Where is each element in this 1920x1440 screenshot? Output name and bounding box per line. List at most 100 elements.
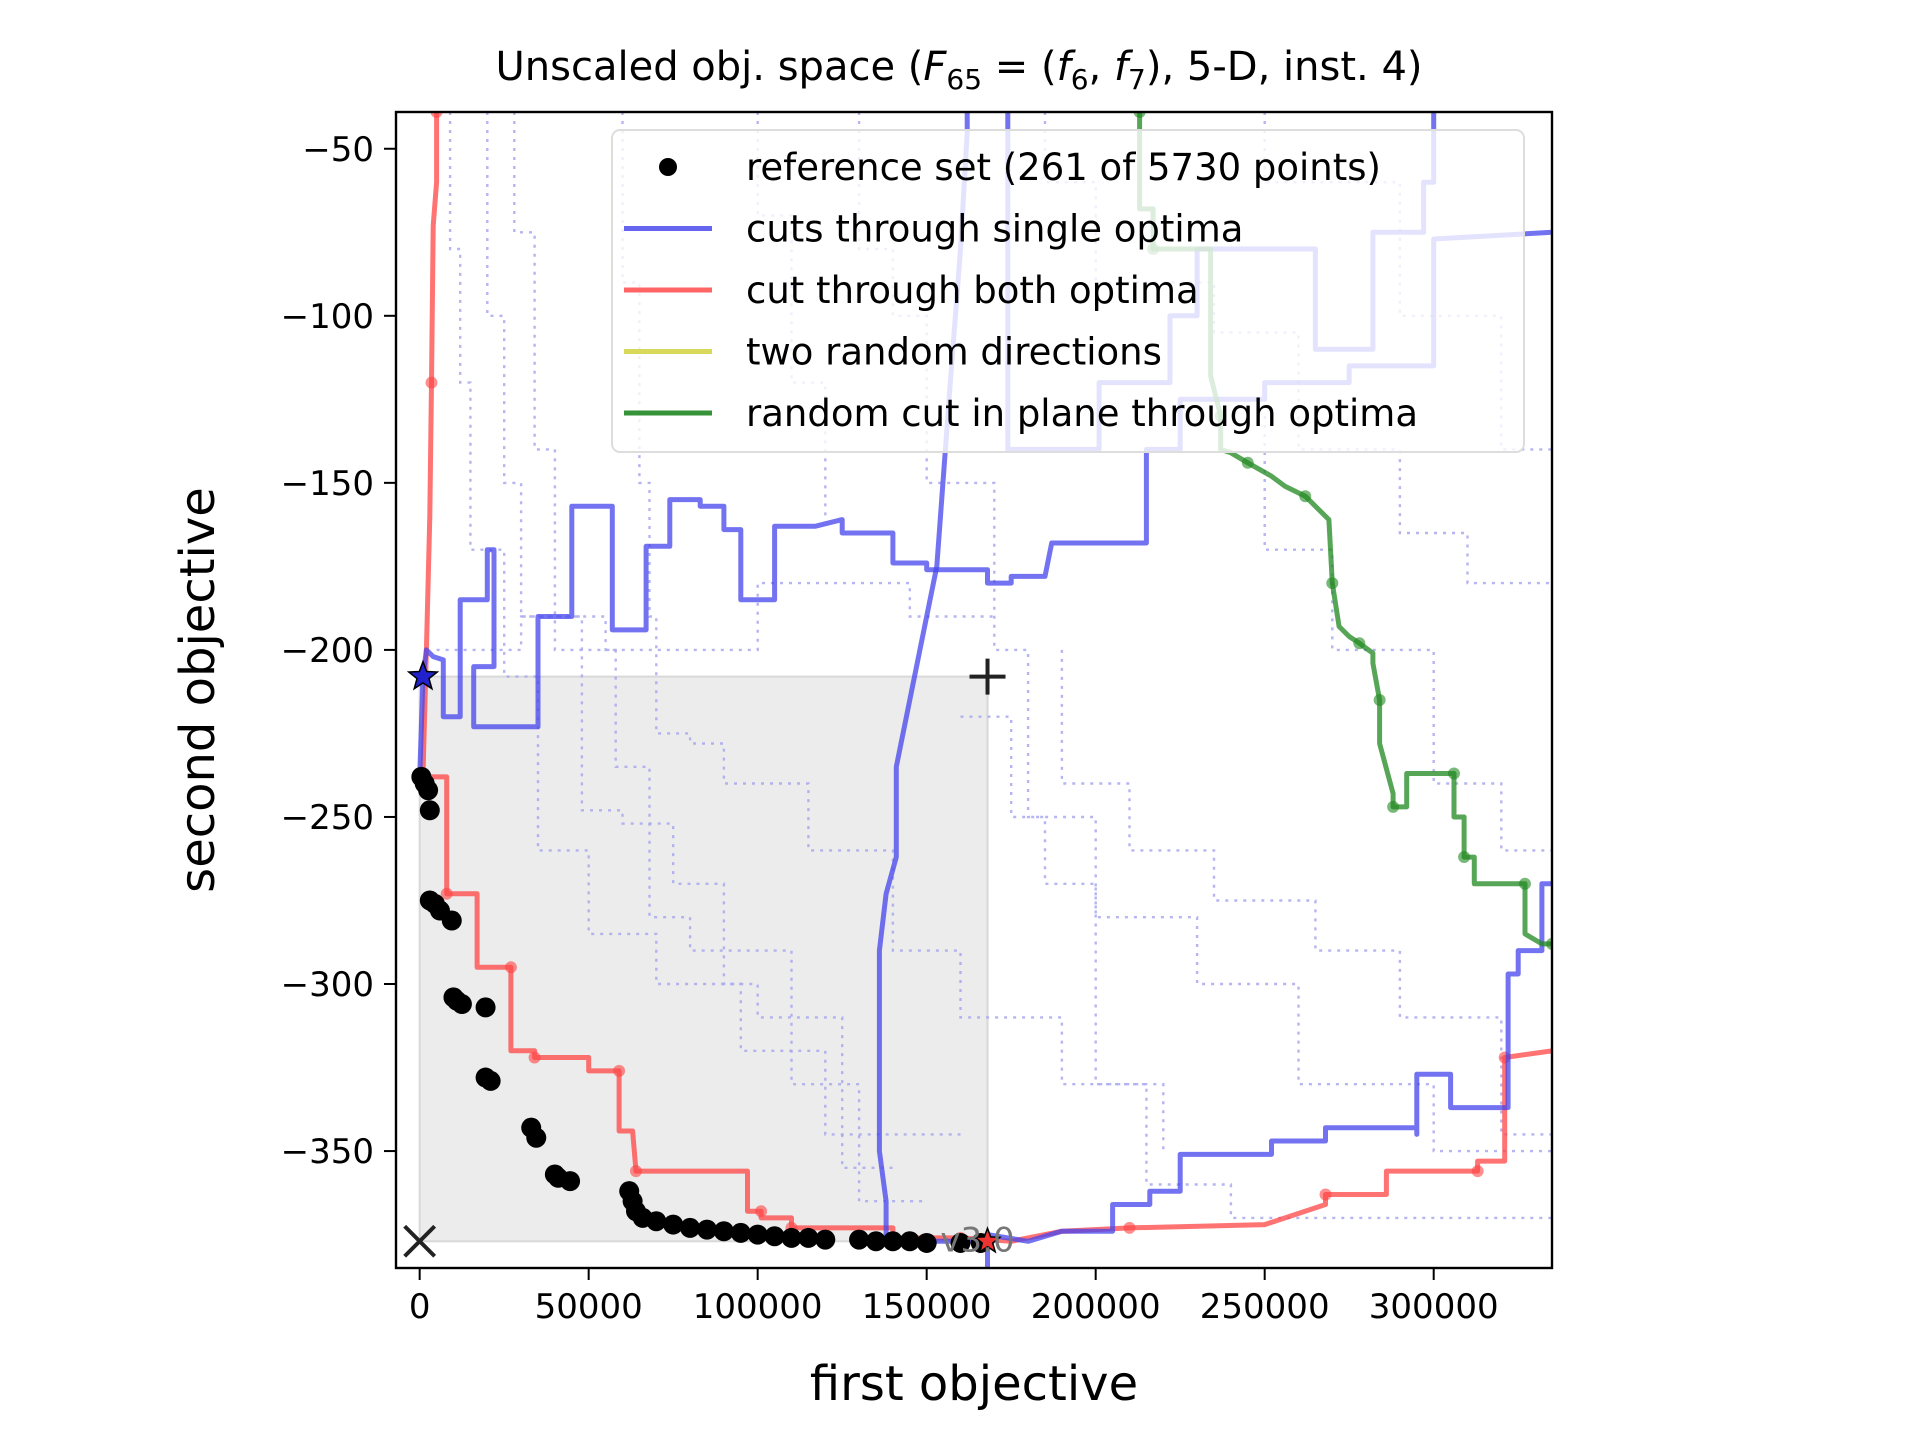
- reference-point-11: [475, 997, 496, 1018]
- x-axis: 0 50000 100000 150000 200000 250000 300000: [409, 1268, 1499, 1327]
- reference-point-25: [680, 1217, 701, 1238]
- dominated-region: [418, 675, 989, 1243]
- series-point-both-0-9: [440, 887, 453, 900]
- series-line-single-2: [985, 881, 1552, 1268]
- reference-point-33: [815, 1229, 836, 1250]
- series-point-both-0-39: [1471, 1165, 1484, 1178]
- reference-point-35: [865, 1231, 886, 1252]
- x-tick-label-2: 100000: [693, 1287, 823, 1327]
- title-f2-sub: 7: [1128, 63, 1146, 96]
- y-tick-label-3: −200: [281, 631, 374, 671]
- title-f: F: [923, 44, 947, 90]
- x-axis-label: first objective: [810, 1356, 1138, 1412]
- dotted-cut-2: [486, 112, 893, 1170]
- legend-label-4: random cut in plane through optima: [746, 392, 1418, 435]
- series-point-plane-5-30: [1458, 851, 1471, 864]
- y-tick-label-4: −250: [281, 798, 374, 838]
- series-point-both-0-24: [755, 1205, 768, 1218]
- title-f-sub: 65: [946, 63, 982, 96]
- series-point-plane-5-12: [1299, 490, 1312, 503]
- reference-point-15: [526, 1127, 547, 1148]
- reference-point-26: [696, 1219, 717, 1240]
- reference-point-31: [781, 1227, 802, 1248]
- reference-point-3: [419, 800, 440, 821]
- axes-frame: [394, 110, 1554, 1270]
- reference-point-23: [646, 1211, 667, 1232]
- reference-point-10: [451, 994, 472, 1015]
- reference-point-13: [480, 1070, 501, 1091]
- series-point-plane-5-27: [1447, 767, 1460, 780]
- series-point-both-0-36: [1319, 1188, 1332, 1201]
- legend-marker-0: [659, 158, 677, 176]
- series-point-both-0-15: [528, 1051, 541, 1064]
- reference-point-32: [798, 1227, 819, 1248]
- dotted-cut-6: [1263, 416, 1552, 852]
- title-f1-sub: 6: [1071, 63, 1089, 96]
- reference-point-27: [713, 1221, 734, 1242]
- chart-title: Unscaled obj. space (F65 = (f6, f7), 5-D…: [496, 44, 1423, 96]
- title-eq: = (: [982, 44, 1057, 90]
- reference-point-34: [849, 1229, 870, 1250]
- series-point-plane-5-21: [1373, 694, 1386, 707]
- dotted-cut-9: [436, 581, 995, 652]
- series-point-plane-5-24: [1387, 800, 1400, 813]
- series-point-plane-5-9: [1241, 456, 1254, 469]
- legend-label-2: cut through both optima: [746, 269, 1199, 312]
- reference-point-24: [663, 1214, 684, 1235]
- reference-point-18: [560, 1171, 581, 1192]
- legend-box: [611, 129, 1525, 453]
- series-line-single-1: [417, 229, 1552, 777]
- series-point-plane-5-18: [1353, 637, 1366, 650]
- series-point-plane-5-36: [1546, 937, 1552, 950]
- title-comma: ,: [1089, 44, 1114, 90]
- x-tick-label-0: 0: [409, 1287, 431, 1327]
- x-tick-label-5: 250000: [1200, 1287, 1330, 1327]
- y-tick-label-5: −300: [281, 965, 374, 1005]
- x-tick-label-3: 150000: [862, 1287, 992, 1327]
- legend-label-3: two random directions: [746, 331, 1162, 374]
- reference-point-37: [899, 1231, 920, 1252]
- reference-point-29: [747, 1224, 768, 1245]
- reference-point-30: [764, 1226, 785, 1247]
- series-point-both-0-21: [629, 1165, 642, 1178]
- series-point-plane-5-0: [1133, 112, 1146, 118]
- x-tick-label-6: 300000: [1369, 1287, 1499, 1327]
- legend-label-1: cuts through single optima: [746, 208, 1243, 251]
- dotted-cut-8: [960, 715, 1552, 1220]
- y-axis: −50 −100 −150 −200 −250 −300 −350: [281, 130, 396, 1172]
- series-point-both-0-3: [425, 376, 438, 389]
- reference-point-39: [950, 1232, 971, 1253]
- reference-point-2: [418, 780, 439, 801]
- legend: reference set (261 of 5730 points) cuts t…: [611, 129, 1525, 453]
- y-tick-label-6: −350: [281, 1132, 374, 1172]
- title-prefix: Unscaled obj. space (: [496, 44, 924, 90]
- x-tick-label-1: 50000: [535, 1287, 643, 1327]
- y-tick-label-2: −150: [281, 464, 374, 504]
- y-tick-label-0: −50: [302, 130, 374, 170]
- dotted-cut-7: [1060, 649, 1552, 1136]
- version-annotation: v3.0: [940, 1220, 1014, 1260]
- y-tick-label-1: −100: [281, 297, 374, 337]
- x-tick-label-4: 200000: [1031, 1287, 1161, 1327]
- reference-point-38: [916, 1232, 937, 1253]
- reference-point-28: [730, 1222, 751, 1243]
- reference-point-7: [441, 910, 462, 931]
- optimum-2-star: [973, 1226, 1002, 1254]
- title-suffix: ), 5-D, inst. 4): [1146, 44, 1423, 90]
- legend-label-0: reference set (261 of 5730 points): [746, 146, 1381, 189]
- ideal-point-marker: [403, 1224, 437, 1258]
- nadir-point-marker: [969, 658, 1006, 695]
- plot-area: v3.0: [403, 112, 1552, 1268]
- dotted-cut-4: [857, 112, 1552, 1153]
- y-axis-label: second objective: [170, 487, 226, 893]
- dotted-cut-0: [448, 112, 961, 1136]
- series-point-plane-5-33: [1518, 877, 1531, 890]
- series-point-both-0-18: [613, 1064, 626, 1077]
- dotted-cut-1: [513, 112, 927, 1203]
- optimum-1-star: [406, 659, 440, 691]
- series-point-both-0-12: [504, 961, 517, 974]
- series-point-both-0-33: [1123, 1221, 1136, 1234]
- series-point-plane-5-15: [1326, 577, 1339, 590]
